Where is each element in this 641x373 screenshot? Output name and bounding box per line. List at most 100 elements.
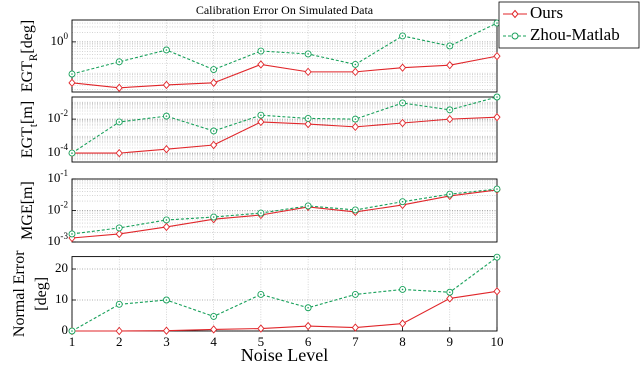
- marker-dot: [212, 315, 215, 318]
- marker: [446, 294, 454, 303]
- marker: [115, 229, 123, 239]
- marker-dot: [118, 303, 121, 306]
- x-tick-label: 9: [447, 334, 454, 349]
- marker-dot: [165, 219, 168, 221]
- legend-label: Ours: [530, 3, 563, 22]
- marker-dot: [496, 96, 498, 98]
- legend-box: [498, 1, 640, 49]
- marker: [446, 60, 454, 70]
- x-tick-label: 4: [210, 334, 217, 349]
- marker: [446, 114, 454, 124]
- y-tick-label: 10-3: [47, 231, 68, 248]
- series-line: [71, 22, 498, 75]
- marker-dot: [401, 200, 404, 203]
- marker-dot: [354, 209, 357, 211]
- x-tick-label: 2: [116, 334, 123, 349]
- marker-dot: [118, 61, 121, 63]
- marker: [304, 321, 312, 331]
- marker: [162, 326, 171, 335]
- marker-dot: [448, 193, 451, 195]
- y-axis-label: [deg]: [33, 277, 50, 311]
- marker-dot: [307, 117, 309, 120]
- marker-dot: [307, 306, 309, 309]
- marker-dot: [401, 288, 404, 291]
- series-line: [72, 290, 498, 332]
- y-axis-label: MGE[m]: [19, 181, 36, 240]
- marker-dot: [165, 115, 168, 117]
- series-line: [71, 256, 498, 332]
- x-tick-label: 6: [305, 334, 312, 349]
- marker-dot: [212, 130, 215, 132]
- marker-dot: [307, 53, 309, 55]
- x-axis-label: Noise Level: [241, 345, 328, 365]
- series-line: [72, 116, 498, 154]
- marker-dot: [71, 73, 73, 75]
- marker: [398, 63, 407, 72]
- plot-frame: [71, 178, 498, 243]
- y-tick-label: 10: [55, 291, 68, 306]
- x-tick-label: 1: [69, 334, 76, 349]
- marker-dot: [260, 50, 262, 52]
- marker-dot: [260, 114, 262, 116]
- plot-frame: [71, 256, 498, 332]
- marker-dot: [307, 205, 309, 207]
- x-tick-label: 3: [163, 334, 170, 349]
- marker-dot: [71, 330, 73, 332]
- marker: [398, 319, 407, 328]
- y-axis-label: Normal Error: [11, 250, 28, 337]
- marker: [351, 67, 359, 77]
- marker: [68, 78, 76, 88]
- y-tick-label: 100: [50, 31, 68, 48]
- x-tick-label: 8: [399, 334, 406, 349]
- marker: [351, 323, 359, 332]
- legend-label: Zhou-Matlab: [530, 25, 620, 44]
- marker-dot: [118, 121, 121, 123]
- marker: [257, 60, 265, 69]
- series-line: [71, 189, 498, 239]
- marker-dot: [496, 22, 498, 24]
- marker-dot: [496, 188, 498, 190]
- marker: [162, 222, 171, 232]
- marker: [162, 145, 171, 154]
- y-tick-label: 0: [62, 322, 69, 337]
- marker-dot: [71, 152, 73, 154]
- marker-dot: [401, 35, 404, 37]
- y-tick-label: 10-1: [47, 168, 68, 185]
- plot-frame: [71, 96, 498, 163]
- marker-dot: [354, 63, 357, 66]
- marker-dot: [448, 45, 451, 47]
- plot-frame: [71, 19, 498, 93]
- marker: [493, 112, 501, 122]
- marker: [68, 233, 76, 243]
- chart-title: Calibration Error On Simulated Data: [196, 3, 374, 17]
- marker: [493, 287, 501, 296]
- marker-dot: [496, 256, 498, 259]
- marker-dot: [354, 293, 357, 296]
- y-tick-label: 10-2: [47, 108, 68, 125]
- marker: [493, 51, 501, 61]
- marker-dot: [448, 291, 451, 294]
- marker-dot: [165, 299, 168, 301]
- marker: [115, 326, 123, 336]
- series-line: [71, 96, 498, 154]
- marker: [115, 83, 123, 93]
- marker: [304, 67, 312, 77]
- marker: [115, 148, 123, 158]
- marker-dot: [448, 109, 451, 111]
- marker: [210, 325, 218, 334]
- marker: [351, 122, 359, 132]
- marker: [257, 117, 265, 127]
- marker-dot: [212, 68, 215, 71]
- y-tick-label: 10-4: [47, 142, 68, 159]
- legend-marker: [511, 9, 519, 19]
- x-tick-label: 10: [491, 334, 504, 349]
- marker-dot: [401, 102, 404, 104]
- legend-marker: [511, 32, 519, 40]
- series-line: [71, 188, 498, 235]
- marker: [210, 140, 218, 150]
- marker: [257, 324, 265, 333]
- marker-dot: [71, 233, 73, 235]
- marker-dot: [165, 49, 168, 51]
- x-tick-label: 5: [258, 334, 265, 349]
